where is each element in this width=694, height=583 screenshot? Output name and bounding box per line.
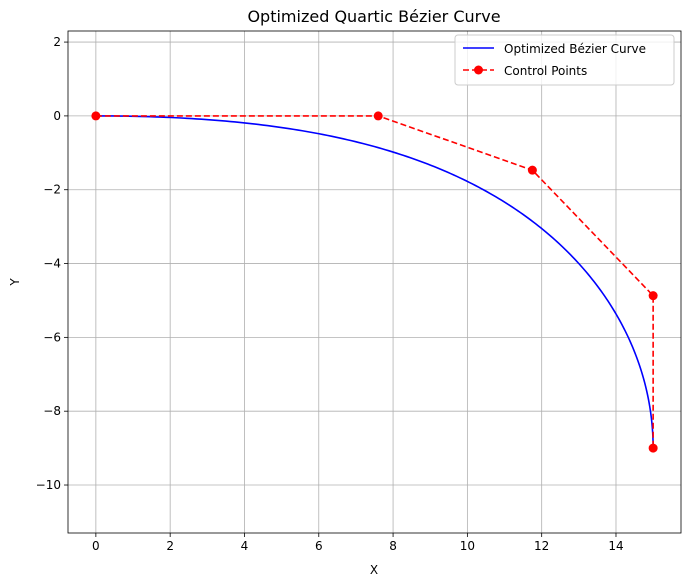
legend-label-bezier-curve: Optimized Bézier Curve [504, 42, 646, 56]
x-tick-label: 0 [92, 539, 100, 553]
y-tick-label: −10 [36, 478, 61, 492]
y-tick-label: −4 [43, 257, 61, 271]
control-point-marker [648, 291, 658, 301]
plot-area [91, 111, 658, 453]
y-tick-label: 0 [53, 109, 61, 123]
y-tick-label: −8 [43, 404, 61, 418]
x-tick-label: 8 [389, 539, 397, 553]
x-tick-label: 14 [608, 539, 623, 553]
x-tick-label: 4 [241, 539, 249, 553]
grid-lines [68, 31, 681, 533]
control-point-marker [648, 443, 658, 453]
x-axis-ticks: 0 2 4 6 8 10 12 14 [92, 533, 624, 553]
control-point-marker [527, 165, 537, 175]
bezier-curve-line [95, 115, 654, 449]
legend-label-control-points: Control Points [504, 64, 587, 78]
y-axis-label: Y [8, 278, 22, 287]
x-tick-label: 2 [166, 539, 174, 553]
control-point-marker [373, 111, 383, 121]
legend-marker-control-points [474, 65, 483, 75]
axes-frame [67, 30, 682, 534]
legend: Optimized Bézier Curve Control Points [454, 34, 675, 86]
y-tick-label: −6 [43, 330, 61, 344]
y-tick-label: 2 [53, 35, 61, 49]
x-tick-label: 6 [315, 539, 323, 553]
y-axis-ticks: 2 0 −2 −4 −6 −8 −10 [36, 35, 68, 492]
chart-title: Optimized Quartic Bézier Curve [247, 7, 500, 26]
x-tick-label: 10 [460, 539, 475, 553]
legend-box [454, 34, 675, 86]
x-axis-label: X [370, 563, 378, 577]
x-tick-label: 12 [534, 539, 549, 553]
y-tick-label: −2 [43, 183, 61, 197]
control-point-marker [91, 111, 101, 121]
